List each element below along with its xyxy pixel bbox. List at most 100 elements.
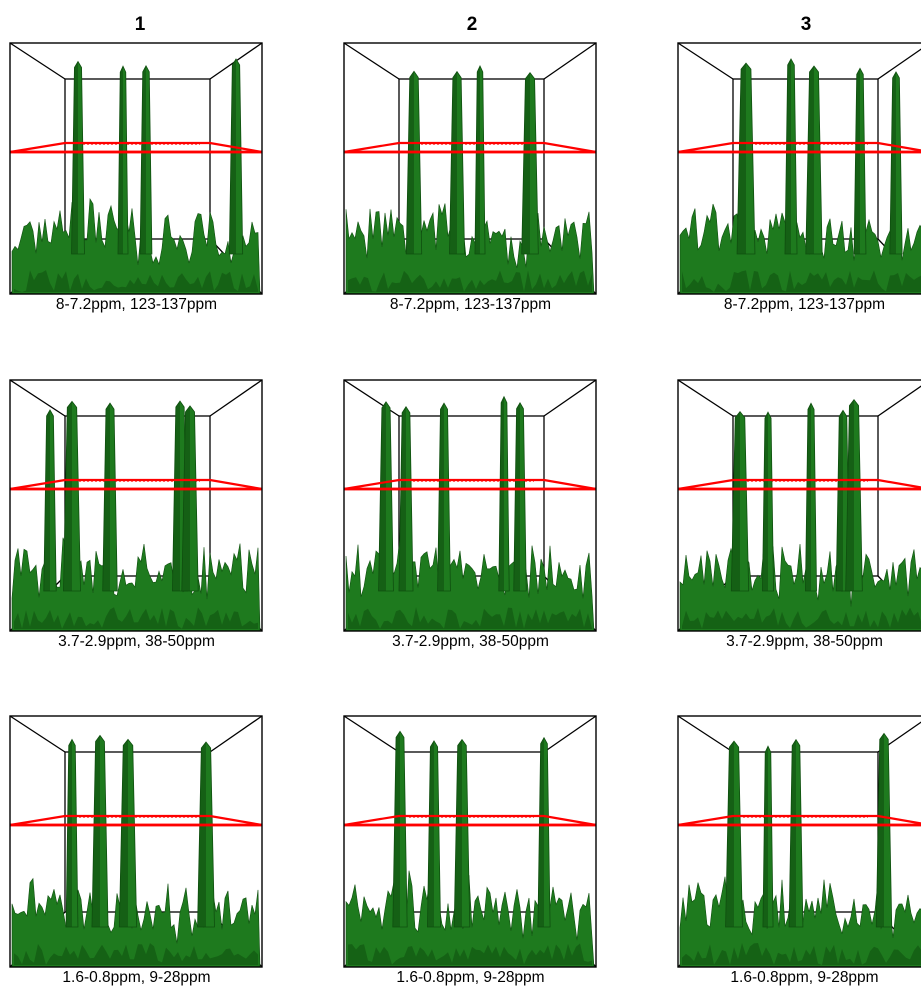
panel-caption: 8-7.2ppm, 123-137ppm bbox=[723, 296, 886, 313]
box-front-face bbox=[677, 715, 921, 968]
spectrum-peak-shade bbox=[63, 401, 72, 591]
box-edge bbox=[209, 715, 263, 753]
box-edge bbox=[9, 715, 66, 753]
spectrum-peak-shade bbox=[854, 68, 860, 254]
surface-plot bbox=[677, 715, 921, 968]
spectrum-peak-shade bbox=[71, 61, 78, 254]
panel-r2-c1: 3.7-2.9ppm, 38-50ppm bbox=[9, 377, 263, 662]
box-front-face bbox=[9, 715, 263, 968]
surface-shadow bbox=[348, 943, 592, 965]
spectrum-peak-shade bbox=[805, 403, 811, 591]
box-edge bbox=[209, 379, 263, 417]
spectrum-peak-shade bbox=[392, 731, 400, 927]
box-edge bbox=[343, 715, 400, 753]
surface-shadow bbox=[682, 607, 921, 629]
box-front-face bbox=[343, 379, 597, 632]
surface-shadow bbox=[682, 943, 921, 965]
spectrum-peak-shade bbox=[398, 406, 406, 591]
panel-caption: 8-7.2ppm, 123-137ppm bbox=[389, 296, 552, 313]
box-edge bbox=[343, 42, 400, 80]
spectrum-peak-shade bbox=[737, 63, 746, 255]
surface-plot bbox=[677, 42, 921, 295]
box-front-face bbox=[9, 42, 263, 295]
spectrum-peak-shade bbox=[102, 403, 110, 591]
box-edge bbox=[877, 48, 921, 80]
panel-r2-c2: 3.7-2.9ppm, 38-50ppm bbox=[343, 377, 597, 662]
surface-shadow bbox=[682, 270, 921, 292]
spectrum-peak-shade bbox=[762, 412, 768, 591]
spectrum-peak-shade bbox=[784, 58, 791, 255]
spectrum-peak-shade bbox=[521, 72, 530, 254]
spectrum-peak-shade bbox=[889, 71, 896, 255]
panel-r3-c1: 1.6-0.8ppm, 9-28ppm bbox=[9, 713, 263, 998]
surface-base bbox=[679, 203, 921, 295]
spectrum-peak-shade bbox=[119, 739, 128, 927]
surface-plot bbox=[677, 379, 921, 632]
panel-caption: 1.6-0.8ppm, 9-28ppm bbox=[730, 969, 879, 986]
panel-caption: 1.6-0.8ppm, 9-28ppm bbox=[396, 969, 545, 986]
spectrum-peak-shade bbox=[197, 742, 206, 927]
box-edge bbox=[9, 42, 66, 80]
spectrum-peak-shade bbox=[229, 59, 236, 254]
box-front-face bbox=[343, 42, 597, 295]
panel-caption: 3.7-2.9ppm, 38-50ppm bbox=[726, 633, 883, 650]
box-edge bbox=[343, 379, 400, 417]
spectrum-peak-shade bbox=[140, 65, 146, 254]
spectrum-peak-shade bbox=[181, 405, 190, 591]
box-edge bbox=[543, 715, 597, 753]
spectrum-peak-shade bbox=[406, 71, 414, 255]
box-back-face bbox=[732, 751, 879, 913]
spectrum-peak-shade bbox=[43, 409, 50, 591]
box-edge bbox=[877, 385, 921, 417]
surface-shadow bbox=[14, 270, 258, 292]
box-back-face bbox=[732, 78, 879, 240]
spectrum-peak-shade bbox=[836, 410, 843, 591]
spectrum-peak-shade bbox=[449, 71, 457, 254]
spectrum-peak-shade bbox=[845, 399, 854, 591]
surface-shadow bbox=[348, 270, 592, 292]
panel-r1-c2: 8-7.2ppm, 123-137ppm bbox=[343, 40, 597, 325]
box-edge bbox=[677, 379, 734, 417]
spectrum-peak-shade bbox=[731, 411, 740, 591]
surface-plot bbox=[343, 379, 597, 632]
box-edge bbox=[677, 42, 734, 80]
spectrum-peak-shade bbox=[725, 741, 734, 927]
surface-plot bbox=[9, 379, 263, 632]
column-title-3: 3 bbox=[800, 14, 812, 35]
spectrum-peak-shade bbox=[66, 739, 72, 927]
panel-r2-c3: 3.7-2.9ppm, 38-50ppm bbox=[677, 377, 921, 662]
box-back-face bbox=[64, 751, 211, 913]
box-edge bbox=[677, 715, 734, 753]
panel-caption: 3.7-2.9ppm, 38-50ppm bbox=[58, 633, 215, 650]
spectrum-peak-shade bbox=[537, 737, 544, 927]
box-edge bbox=[543, 42, 597, 80]
box-front-face bbox=[9, 379, 263, 632]
spectrum-peak-shade bbox=[427, 740, 434, 927]
spectrum-peak-shade bbox=[876, 733, 884, 927]
surface-shadow bbox=[14, 607, 258, 629]
panel-caption: 1.6-0.8ppm, 9-28ppm bbox=[62, 969, 211, 986]
panel-caption: 8-7.2ppm, 123-137ppm bbox=[55, 296, 218, 313]
spectrum-peak-shade bbox=[454, 739, 462, 927]
box-edge bbox=[543, 379, 597, 417]
column-title-1: 1 bbox=[134, 14, 146, 35]
spectrum-peak-shade bbox=[762, 746, 768, 927]
spectrum-peak-shade bbox=[513, 402, 520, 591]
box-back-face bbox=[398, 751, 545, 913]
surface-plot bbox=[343, 715, 597, 968]
surface-shadow bbox=[14, 943, 258, 965]
spectrum-peak-shade bbox=[117, 66, 123, 254]
panel-r3-c3: 1.6-0.8ppm, 9-28ppm bbox=[677, 713, 921, 998]
surface-shadow bbox=[348, 607, 592, 629]
spectrum-peak-shade bbox=[91, 735, 100, 927]
panel-r1-c3: 8-7.2ppm, 123-137ppm bbox=[677, 40, 921, 325]
spectrum-peak-shade bbox=[378, 401, 386, 591]
surface-plot bbox=[9, 715, 263, 968]
box-front-face bbox=[343, 715, 597, 968]
column-title-2: 2 bbox=[466, 14, 478, 35]
panel-r3-c2: 1.6-0.8ppm, 9-28ppm bbox=[343, 713, 597, 998]
spectrum-peak-shade bbox=[498, 396, 504, 591]
panel-caption: 3.7-2.9ppm, 38-50ppm bbox=[392, 633, 549, 650]
spectrum-peak-shade bbox=[805, 66, 814, 254]
box-front-face bbox=[677, 379, 921, 632]
